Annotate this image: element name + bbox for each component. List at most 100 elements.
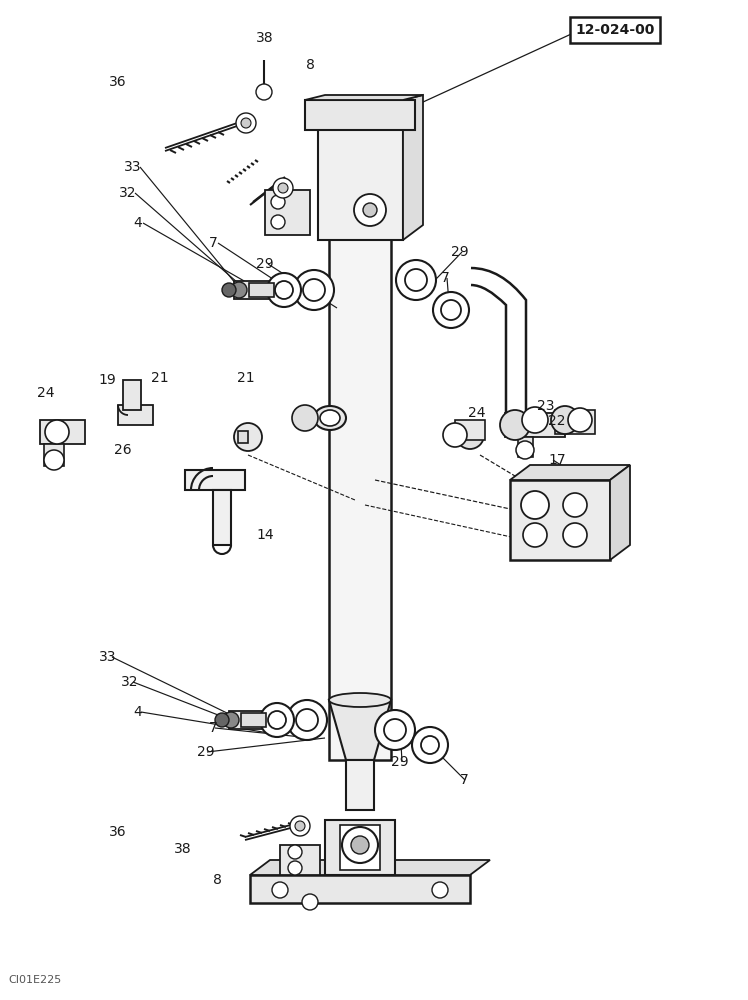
Text: 26: 26	[114, 443, 132, 457]
Text: 7: 7	[209, 236, 218, 250]
Text: 29: 29	[256, 257, 274, 271]
Text: 32: 32	[121, 675, 138, 689]
Bar	[265, 190, 310, 235]
Circle shape	[421, 736, 439, 754]
Text: 29: 29	[451, 245, 469, 259]
Polygon shape	[329, 700, 391, 760]
Bar	[518, 437, 533, 457]
Circle shape	[222, 283, 236, 297]
Polygon shape	[250, 860, 490, 875]
Circle shape	[215, 713, 229, 727]
Text: CI01E225: CI01E225	[8, 975, 61, 985]
Circle shape	[236, 113, 256, 133]
Circle shape	[516, 441, 534, 459]
Text: 29: 29	[197, 745, 215, 759]
Bar	[250, 875, 470, 903]
Circle shape	[432, 882, 448, 898]
Circle shape	[234, 423, 262, 451]
Text: 36: 36	[109, 825, 127, 839]
Text: 7: 7	[459, 773, 468, 787]
Circle shape	[287, 700, 327, 740]
Circle shape	[45, 420, 69, 444]
Circle shape	[256, 84, 272, 100]
Circle shape	[521, 491, 549, 519]
Circle shape	[278, 183, 288, 193]
Circle shape	[290, 816, 310, 836]
Text: 38: 38	[256, 31, 274, 45]
Bar	[241, 713, 266, 727]
Circle shape	[342, 827, 378, 863]
Bar	[305, 100, 415, 130]
Circle shape	[296, 709, 318, 731]
Circle shape	[384, 719, 406, 741]
Circle shape	[260, 703, 294, 737]
Bar	[249, 283, 274, 297]
Bar	[455, 420, 485, 440]
Circle shape	[302, 894, 318, 910]
Bar	[123, 380, 141, 410]
Circle shape	[241, 118, 251, 128]
Circle shape	[412, 727, 448, 763]
Circle shape	[44, 450, 64, 470]
Ellipse shape	[329, 693, 391, 707]
Ellipse shape	[314, 406, 346, 430]
Circle shape	[288, 845, 302, 859]
Polygon shape	[305, 95, 423, 100]
Text: 4: 4	[134, 705, 142, 719]
Circle shape	[551, 406, 579, 434]
Circle shape	[267, 273, 301, 307]
Text: 36: 36	[109, 75, 127, 89]
Text: 32: 32	[119, 186, 137, 200]
Circle shape	[433, 292, 469, 328]
Circle shape	[375, 710, 415, 750]
Circle shape	[271, 195, 285, 209]
Bar	[44, 444, 64, 466]
Polygon shape	[325, 820, 395, 875]
Text: 22: 22	[548, 414, 565, 428]
Bar	[280, 845, 320, 875]
Text: 19: 19	[98, 373, 116, 387]
Circle shape	[523, 523, 547, 547]
Circle shape	[223, 712, 239, 728]
Bar	[318, 120, 403, 240]
Bar	[229, 711, 319, 729]
Bar	[40, 420, 85, 444]
Text: 7: 7	[441, 271, 450, 285]
Text: 8: 8	[212, 873, 221, 887]
Bar	[340, 825, 380, 870]
Circle shape	[303, 279, 325, 301]
Bar	[118, 405, 153, 425]
Circle shape	[405, 269, 427, 291]
Text: 24: 24	[37, 386, 55, 400]
Text: 23: 23	[537, 399, 555, 413]
Text: 33: 33	[99, 650, 117, 664]
Circle shape	[351, 836, 369, 854]
Bar	[234, 281, 329, 299]
Circle shape	[396, 260, 436, 300]
Circle shape	[231, 282, 247, 298]
Text: 21: 21	[151, 371, 169, 385]
Text: 7: 7	[209, 721, 218, 735]
Circle shape	[568, 408, 592, 432]
Circle shape	[268, 711, 286, 729]
Circle shape	[272, 882, 288, 898]
Text: 14: 14	[256, 528, 274, 542]
Bar	[329, 230, 391, 760]
Bar	[346, 760, 374, 810]
Circle shape	[563, 493, 587, 517]
Circle shape	[500, 410, 530, 440]
Circle shape	[271, 215, 285, 229]
Ellipse shape	[329, 221, 391, 239]
Polygon shape	[403, 95, 423, 240]
Circle shape	[275, 281, 293, 299]
Circle shape	[456, 421, 484, 449]
Bar	[555, 410, 595, 434]
Text: 38: 38	[174, 842, 191, 856]
Circle shape	[522, 407, 548, 433]
Circle shape	[292, 405, 318, 431]
Circle shape	[354, 194, 386, 226]
Circle shape	[295, 821, 305, 831]
Circle shape	[443, 423, 467, 447]
Text: 12-024-00: 12-024-00	[575, 23, 654, 37]
Text: 21: 21	[237, 371, 255, 385]
